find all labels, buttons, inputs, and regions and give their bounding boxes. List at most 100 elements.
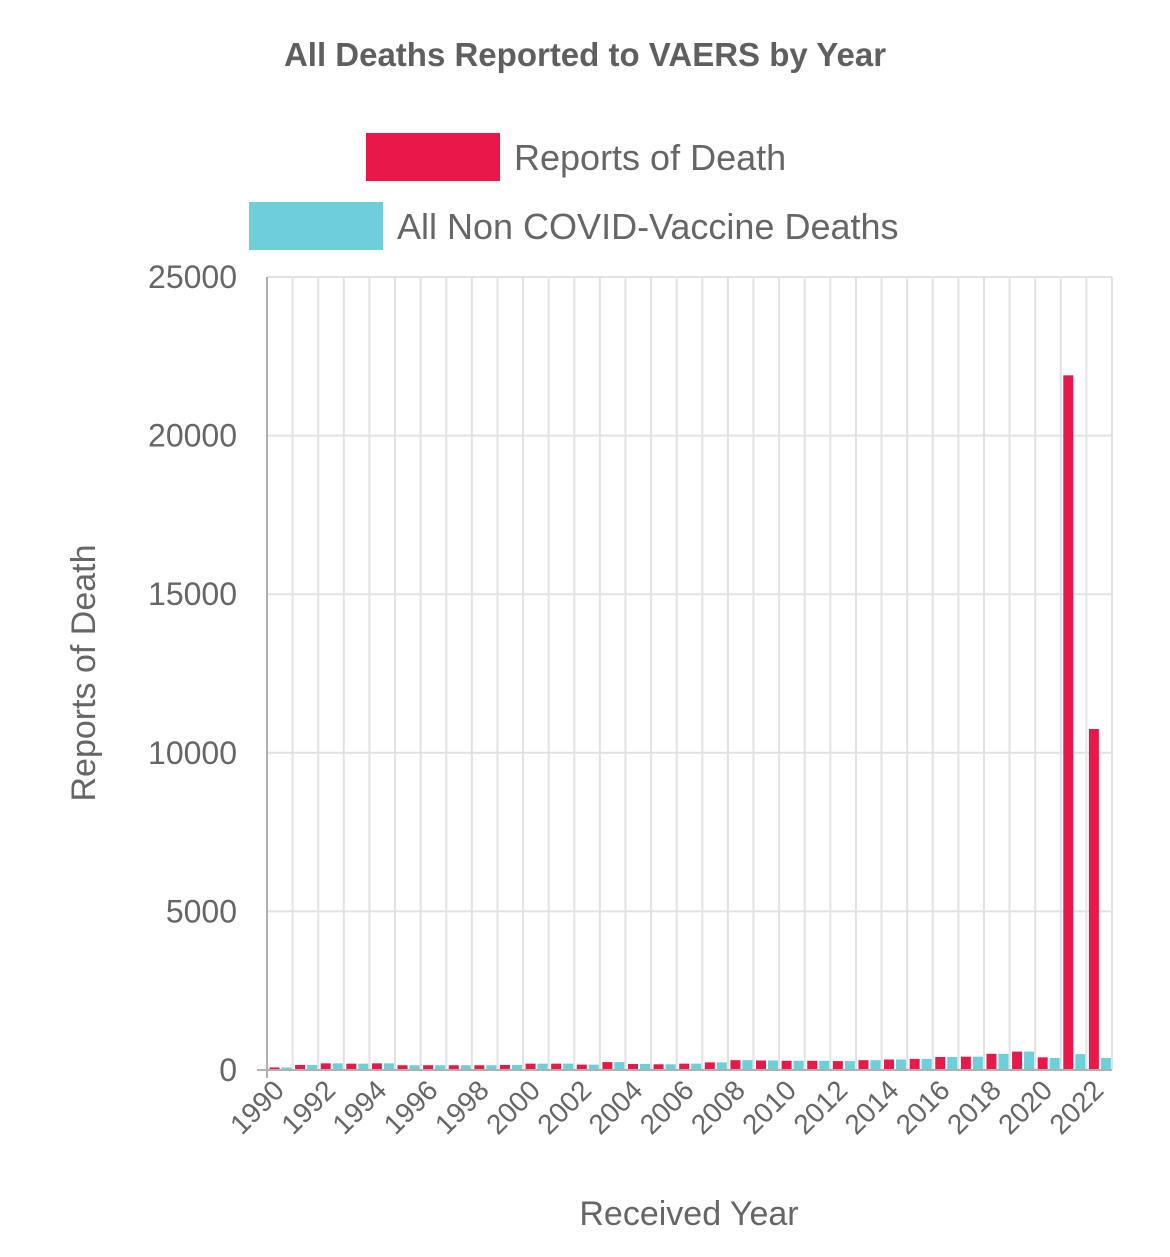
x-tick-label-2004: 2004 xyxy=(583,1074,649,1140)
bar-non-covid-vaccine-deaths-1995[interactable] xyxy=(409,1065,420,1070)
bar-non-covid-vaccine-deaths-2003[interactable] xyxy=(614,1062,625,1070)
legend-swatch-non-covid-vaccine-deaths xyxy=(249,202,383,250)
bar-reports-of-death-1997[interactable] xyxy=(448,1065,459,1070)
bar-reports-of-death-2011[interactable] xyxy=(807,1060,818,1070)
bar-non-covid-vaccine-deaths-2011[interactable] xyxy=(819,1060,830,1070)
bar-non-covid-vaccine-deaths-1998[interactable] xyxy=(486,1065,497,1070)
bar-non-covid-vaccine-deaths-2017[interactable] xyxy=(972,1056,983,1070)
legend-swatch-reports-of-death xyxy=(366,133,500,181)
y-axis-tick-labels: 0 5000 10000 15000 20000 25000 xyxy=(148,259,237,1088)
bar-non-covid-vaccine-deaths-1990[interactable] xyxy=(281,1067,292,1070)
x-tick-label-1998: 1998 xyxy=(429,1074,495,1140)
bar-non-covid-vaccine-deaths-1996[interactable] xyxy=(435,1065,446,1070)
bar-non-covid-vaccine-deaths-2013[interactable] xyxy=(870,1060,881,1070)
bar-reports-of-death-2021[interactable] xyxy=(1063,375,1074,1070)
bar-reports-of-death-1991[interactable] xyxy=(295,1064,306,1070)
bar-non-covid-vaccine-deaths-1993[interactable] xyxy=(358,1063,369,1070)
bar-non-covid-vaccine-deaths-2022[interactable] xyxy=(1100,1057,1111,1070)
legend-label-non-covid-vaccine-deaths: All Non COVID-Vaccine Deaths xyxy=(397,206,899,247)
bar-reports-of-death-2003[interactable] xyxy=(602,1062,613,1070)
y-tick-label-25000: 25000 xyxy=(148,259,237,295)
x-tick-label-1996: 1996 xyxy=(378,1074,444,1140)
bar-non-covid-vaccine-deaths-2019[interactable] xyxy=(1024,1051,1035,1070)
bar-non-covid-vaccine-deaths-2004[interactable] xyxy=(639,1063,650,1070)
x-tick-label-2016: 2016 xyxy=(890,1074,956,1140)
bar-reports-of-death-2013[interactable] xyxy=(858,1060,869,1070)
bar-reports-of-death-1996[interactable] xyxy=(423,1065,434,1070)
y-tick-label-10000: 10000 xyxy=(148,735,237,771)
bar-non-covid-vaccine-deaths-1997[interactable] xyxy=(460,1065,471,1070)
bar-reports-of-death-2019[interactable] xyxy=(1012,1051,1023,1070)
bar-non-covid-vaccine-deaths-2020[interactable] xyxy=(1049,1057,1060,1070)
axes xyxy=(257,277,1112,1078)
x-tick-label-2008: 2008 xyxy=(685,1074,751,1140)
bar-reports-of-death-1994[interactable] xyxy=(371,1063,382,1070)
x-tick-label-2022: 2022 xyxy=(1043,1074,1109,1140)
x-tick-label-2006: 2006 xyxy=(634,1074,700,1140)
x-tick-label-2012: 2012 xyxy=(787,1074,853,1140)
bar-reports-of-death-2018[interactable] xyxy=(986,1053,997,1070)
x-axis-tick-labels: 1990199219941996199820002002200420062008… xyxy=(224,1074,1109,1140)
legend-item-reports-of-death[interactable]: Reports of Death xyxy=(366,133,786,181)
bar-reports-of-death-1995[interactable] xyxy=(397,1065,408,1070)
bar-reports-of-death-2022[interactable] xyxy=(1088,729,1099,1070)
y-tick-label-0: 0 xyxy=(219,1052,237,1088)
bar-non-covid-vaccine-deaths-1991[interactable] xyxy=(307,1064,318,1070)
bar-reports-of-death-2020[interactable] xyxy=(1037,1057,1048,1070)
y-tick-label-5000: 5000 xyxy=(166,893,237,929)
bar-non-covid-vaccine-deaths-2006[interactable] xyxy=(691,1063,702,1070)
x-tick-label-2014: 2014 xyxy=(839,1074,905,1140)
x-tick-label-1994: 1994 xyxy=(326,1074,392,1140)
bars xyxy=(269,375,1111,1070)
x-tick-label-1992: 1992 xyxy=(275,1074,341,1140)
bar-reports-of-death-2010[interactable] xyxy=(781,1060,792,1070)
bar-reports-of-death-2005[interactable] xyxy=(653,1064,664,1070)
bar-reports-of-death-1992[interactable] xyxy=(320,1063,331,1070)
bar-non-covid-vaccine-deaths-1999[interactable] xyxy=(511,1064,522,1070)
bar-non-covid-vaccine-deaths-2018[interactable] xyxy=(998,1053,1009,1070)
bar-reports-of-death-2014[interactable] xyxy=(884,1059,895,1070)
bar-reports-of-death-1998[interactable] xyxy=(474,1065,485,1070)
bar-non-covid-vaccine-deaths-2009[interactable] xyxy=(768,1060,779,1070)
bar-reports-of-death-1990[interactable] xyxy=(269,1067,280,1070)
bar-reports-of-death-1999[interactable] xyxy=(499,1064,510,1070)
y-tick-label-15000: 15000 xyxy=(148,576,237,612)
bar-non-covid-vaccine-deaths-2001[interactable] xyxy=(563,1063,574,1070)
bar-non-covid-vaccine-deaths-2005[interactable] xyxy=(665,1064,676,1070)
legend-label-reports-of-death: Reports of Death xyxy=(514,137,786,178)
bar-non-covid-vaccine-deaths-2007[interactable] xyxy=(716,1062,727,1070)
bar-reports-of-death-1993[interactable] xyxy=(346,1063,357,1070)
bar-reports-of-death-2008[interactable] xyxy=(730,1060,741,1070)
bar-non-covid-vaccine-deaths-2000[interactable] xyxy=(537,1063,548,1070)
legend[interactable]: Reports of Death All Non COVID-Vaccine D… xyxy=(249,133,899,250)
bar-reports-of-death-2006[interactable] xyxy=(679,1063,690,1070)
bar-non-covid-vaccine-deaths-2012[interactable] xyxy=(844,1061,855,1070)
x-tick-label-2020: 2020 xyxy=(992,1074,1058,1140)
bar-reports-of-death-2012[interactable] xyxy=(832,1061,843,1070)
bar-non-covid-vaccine-deaths-2008[interactable] xyxy=(742,1060,753,1070)
bar-non-covid-vaccine-deaths-2016[interactable] xyxy=(947,1056,958,1070)
bar-reports-of-death-2017[interactable] xyxy=(960,1056,971,1070)
x-tick-label-2010: 2010 xyxy=(736,1074,802,1140)
bar-reports-of-death-2001[interactable] xyxy=(551,1063,562,1070)
bar-reports-of-death-2009[interactable] xyxy=(756,1060,767,1070)
bar-reports-of-death-2016[interactable] xyxy=(935,1056,946,1070)
bar-reports-of-death-2007[interactable] xyxy=(704,1062,715,1070)
bar-non-covid-vaccine-deaths-2015[interactable] xyxy=(921,1058,932,1070)
bar-non-covid-vaccine-deaths-2021[interactable] xyxy=(1075,1054,1086,1070)
bar-non-covid-vaccine-deaths-1994[interactable] xyxy=(383,1063,394,1070)
x-tick-label-2002: 2002 xyxy=(531,1074,597,1140)
x-tick-label-2018: 2018 xyxy=(941,1074,1007,1140)
bar-non-covid-vaccine-deaths-2010[interactable] xyxy=(793,1060,804,1070)
bar-reports-of-death-2015[interactable] xyxy=(909,1058,920,1070)
legend-item-non-covid-vaccine-deaths[interactable]: All Non COVID-Vaccine Deaths xyxy=(249,202,899,250)
bar-non-covid-vaccine-deaths-2002[interactable] xyxy=(588,1064,599,1070)
bar-non-covid-vaccine-deaths-2014[interactable] xyxy=(896,1059,907,1070)
bar-non-covid-vaccine-deaths-1992[interactable] xyxy=(332,1063,343,1070)
y-axis-title: Reports of Death xyxy=(65,544,103,801)
bar-reports-of-death-2002[interactable] xyxy=(576,1064,587,1070)
x-tick-label-2000: 2000 xyxy=(480,1074,546,1140)
bar-reports-of-death-2000[interactable] xyxy=(525,1063,536,1070)
bar-reports-of-death-2004[interactable] xyxy=(627,1063,638,1070)
x-axis-title: Received Year xyxy=(579,1195,798,1233)
